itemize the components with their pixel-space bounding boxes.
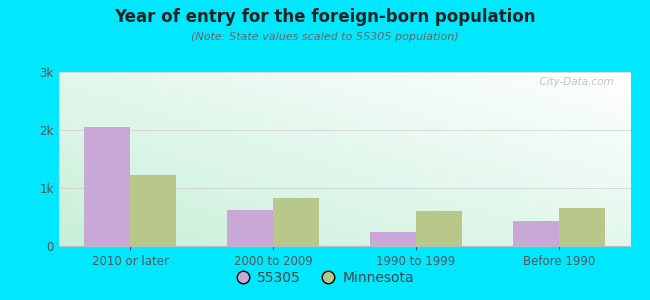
Bar (84, 127, 130, 246)
Text: (Note: State values scaled to 55305 population): (Note: State values scaled to 55305 popu… (191, 32, 459, 41)
Text: City-Data.com: City-Data.com (533, 77, 614, 87)
Bar (416, 211, 462, 246)
Bar (130, 175, 176, 246)
Bar (514, 221, 559, 246)
Bar (559, 208, 604, 246)
Bar (227, 210, 273, 246)
Text: Year of entry for the foreign-born population: Year of entry for the foreign-born popul… (114, 8, 536, 26)
Bar (370, 232, 416, 246)
Bar (273, 198, 318, 246)
Legend: 55305, Minnesota: 55305, Minnesota (231, 265, 419, 290)
